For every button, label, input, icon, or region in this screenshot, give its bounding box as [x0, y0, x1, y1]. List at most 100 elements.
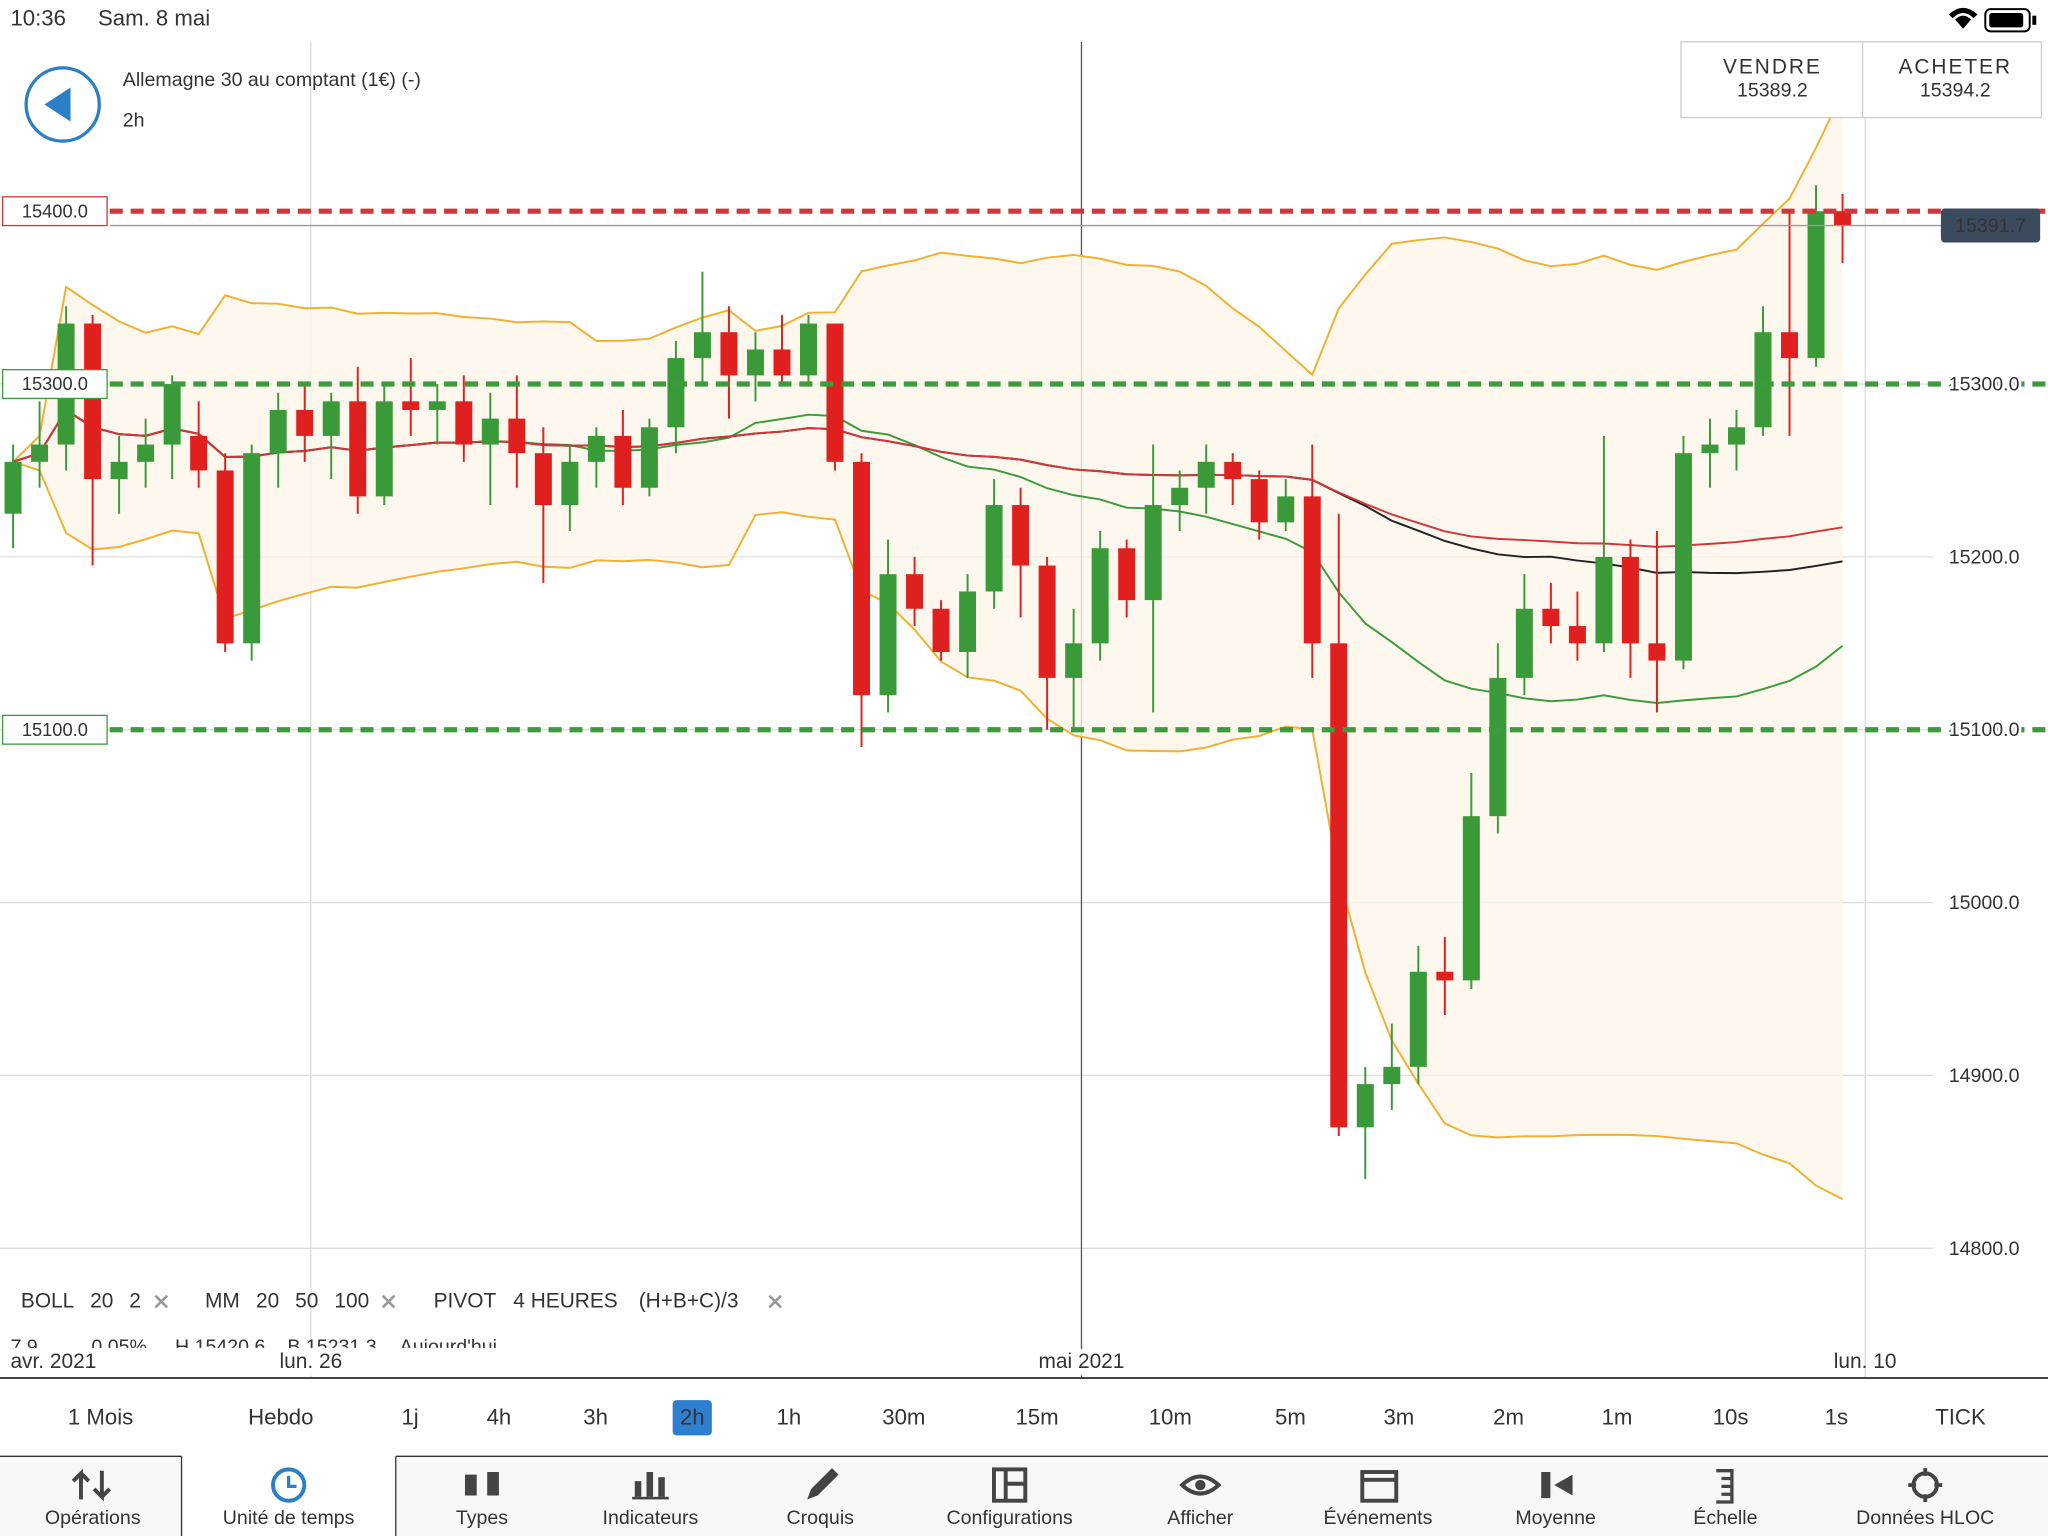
candle-body: [481, 418, 499, 445]
candle-body: [1250, 479, 1268, 523]
chart: 15400.0 15300.0 15100.0 15300.0 15200.0 15100…: [0, 41, 2048, 1378]
candle-body: [1224, 461, 1242, 480]
candle-body: [1144, 505, 1162, 601]
tab-label[interactable]: Échelle: [1693, 1506, 1757, 1529]
timeframe-option[interactable]: 2h: [680, 1404, 705, 1429]
candle-body: [640, 427, 658, 488]
timeframe-option[interactable]: 2m: [1493, 1404, 1524, 1429]
candle-body: [800, 323, 817, 376]
remove-pivot[interactable]: [768, 1294, 782, 1309]
instrument-name: Allemagne 30 au comptant (1€) (-): [123, 69, 421, 91]
tab-label[interactable]: Événements: [1324, 1506, 1433, 1529]
timeframe-label: 2h: [123, 110, 145, 132]
candle-body: [1330, 643, 1348, 1128]
indicator-legend: BOLL 20 2 MM 20 50 100 PIVOT 4 HEURES (H…: [21, 1290, 782, 1313]
pivot-label: 15400.0: [22, 200, 88, 221]
candle-body: [1701, 444, 1719, 454]
timeframe-option[interactable]: 4h: [487, 1404, 512, 1429]
tab-label[interactable]: Unité de temps: [223, 1507, 355, 1529]
x-label: avr. 2021: [10, 1350, 96, 1373]
buy-button[interactable]: ACHETER 15394.2: [1899, 55, 2012, 101]
tab-label[interactable]: Données HLOC: [1856, 1507, 1994, 1529]
y-tick-label: 15300.0: [1949, 374, 2020, 396]
timeframe-option[interactable]: 1m: [1602, 1404, 1633, 1429]
y-tick-label: 15000.0: [1949, 892, 2020, 914]
timeframe-option[interactable]: 1h: [777, 1404, 802, 1429]
tab-label[interactable]: Indicateurs: [603, 1507, 699, 1529]
timeframe-option[interactable]: 30m: [882, 1404, 925, 1429]
tab-label[interactable]: Types: [456, 1507, 508, 1529]
candle-body: [1754, 332, 1772, 428]
timeframe-option[interactable]: 5m: [1275, 1404, 1306, 1429]
sell-button[interactable]: VENDRE 15389.2: [1723, 55, 1822, 101]
candle-body: [932, 608, 950, 652]
boll-dev: 2: [129, 1290, 141, 1313]
timeframe-option[interactable]: 1 Mois: [68, 1404, 133, 1429]
tab-label[interactable]: Croquis: [787, 1507, 855, 1529]
tab-label[interactable]: Afficher: [1167, 1507, 1233, 1529]
timeframe-option[interactable]: 3m: [1383, 1404, 1414, 1429]
x-label: mai 2021: [1039, 1350, 1125, 1373]
candle-body: [137, 444, 155, 462]
candle-body: [1038, 565, 1056, 678]
candle-body: [190, 435, 208, 471]
mm-period: 50: [295, 1290, 318, 1313]
candle-body: [1621, 556, 1639, 644]
timeframe-option[interactable]: 10s: [1713, 1404, 1749, 1429]
stat: 0.05%: [91, 1336, 147, 1358]
tab-label[interactable]: Moyenne: [1515, 1507, 1596, 1529]
pivot-name: PIVOT: [434, 1290, 497, 1313]
candle-body: [1171, 487, 1189, 506]
stats-line: 7.9 0.05% H 15420.6 B 15231.3 Aujourd'hu…: [10, 1336, 497, 1358]
tab-label[interactable]: Opérations: [45, 1507, 141, 1529]
timeframe-option[interactable]: 1s: [1825, 1404, 1848, 1429]
candle-body: [1118, 548, 1136, 601]
back-button[interactable]: [24, 66, 101, 143]
trade-box: [1680, 41, 2043, 119]
pivot-label: 15300.0: [22, 373, 88, 394]
candle-body: [1197, 461, 1215, 488]
candle-body: [1356, 1084, 1374, 1128]
timeframe-selected: [672, 1400, 712, 1436]
candle-body: [534, 453, 552, 506]
candle-body: [1489, 677, 1507, 817]
pivot-formula: (H+B+C)/3: [639, 1290, 739, 1313]
stat: H 15420.6: [175, 1336, 265, 1358]
candle-body: [296, 409, 314, 436]
x-axis: avr. 2021 lun. 26 mai 2021 lun. 10: [0, 1349, 2048, 1379]
candle-body: [322, 401, 340, 436]
candle-body: [269, 409, 287, 454]
candle-body: [853, 461, 871, 696]
tab-label[interactable]: Configurations: [947, 1507, 1073, 1529]
remove-mm[interactable]: [381, 1294, 396, 1309]
candle-body: [906, 574, 924, 609]
candle-body: [985, 505, 1003, 592]
candle-body: [1303, 496, 1321, 644]
candle-body: [1515, 608, 1533, 678]
candle-body: [1728, 427, 1745, 445]
candle-body: [1807, 211, 1825, 359]
timeframe-option[interactable]: TICK: [1935, 1404, 1986, 1429]
remove-boll[interactable]: [154, 1294, 169, 1309]
y-tick-label: 15100.0: [1949, 719, 2020, 741]
bollinger-upper: [12, 91, 1844, 463]
timeframe-option[interactable]: 10m: [1149, 1404, 1192, 1429]
boll-name: BOLL: [21, 1290, 74, 1313]
timeframe-option[interactable]: 15m: [1015, 1404, 1058, 1429]
tab-bar: Opérations Unité de temps Types Indicateurs…: [0, 1455, 2048, 1536]
stat: 7.9: [10, 1336, 37, 1358]
candle-body: [428, 401, 446, 410]
y-tick-label: 15200.0: [1949, 546, 2020, 568]
battery-icon: [1984, 8, 2037, 33]
timeframe-option[interactable]: Hebdo: [248, 1404, 313, 1429]
timeframe-option[interactable]: 1j: [401, 1404, 418, 1429]
candle-body: [455, 401, 473, 445]
buy-label: ACHETER: [1899, 55, 2012, 78]
pivot-period: 4 HEURES: [513, 1290, 617, 1313]
timeframe-option[interactable]: 3h: [583, 1404, 608, 1429]
last-price-label: 15391.7: [1955, 215, 2026, 237]
pivot-label-box: [1, 714, 108, 745]
status-time: 10:36: [10, 5, 66, 30]
moving-average: [12, 408, 1843, 548]
